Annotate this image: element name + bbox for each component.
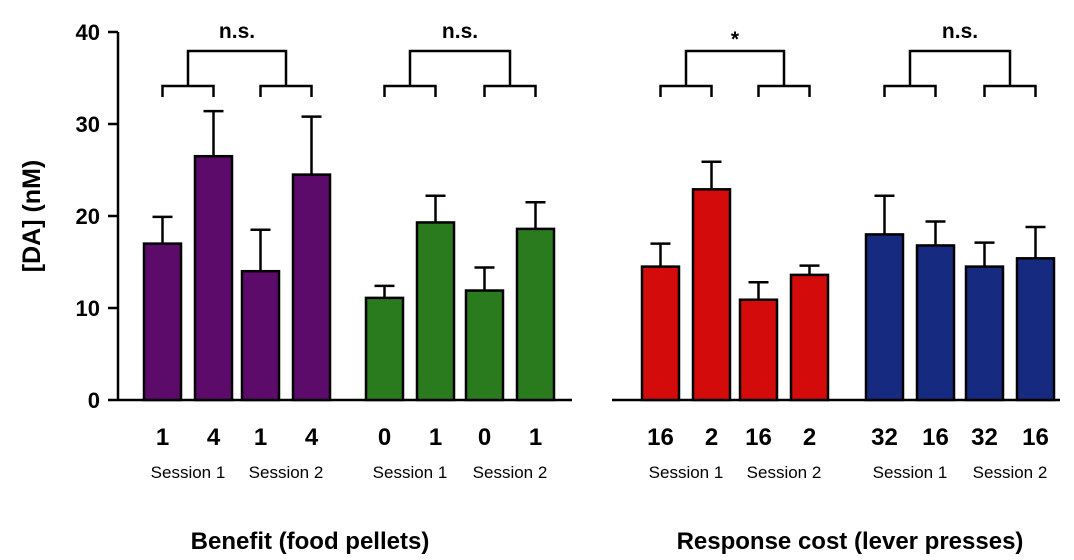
session-label: Session 1 [151,463,226,482]
x-tick-label: 0 [378,424,391,451]
significance-bracket [186,49,288,86]
session-label: Session 2 [473,463,548,482]
x-tick-label: 2 [705,424,718,451]
bar [691,188,732,402]
significance-label: n.s. [219,20,255,43]
panel-2-x-axis-label: Response cost (lever presses) [677,528,1024,555]
group-bracket [161,84,215,97]
significance-bracket [684,49,786,86]
bar [193,154,234,402]
bar [240,269,281,402]
session-label: Session 2 [973,463,1048,482]
bar [789,273,830,402]
bar [1015,257,1056,402]
bar [291,173,332,402]
x-tick-label: 4 [207,424,221,451]
x-tick-label: 16 [745,424,772,451]
bar [142,242,183,402]
x-tick-label: 1 [529,424,542,451]
x-tick-label: 1 [254,424,267,451]
session-label: Session 2 [747,463,822,482]
group-bracket [659,84,713,97]
x-tick-label: 0 [478,424,491,451]
x-tick-label: 16 [647,424,674,451]
x-tick-label: 16 [922,424,949,451]
bar [464,289,505,402]
significance-label: * [731,28,740,51]
bar [738,298,779,402]
x-tick-label: 1 [156,424,169,451]
group-bracket [757,84,811,97]
bar [415,221,456,402]
group-bracket [483,84,537,97]
y-tick-label: 30 [76,112,100,137]
session-label: Session 1 [373,463,448,482]
group-bracket [383,84,437,97]
x-tick-label: 4 [305,424,319,451]
y-tick-label: 20 [76,204,100,229]
group-bracket [983,84,1037,97]
x-tick-label: 1 [429,424,442,451]
x-tick-label: 32 [971,424,998,451]
session-label: Session 1 [649,463,724,482]
bar [864,233,905,402]
y-axis-label: [DA] (nM) [18,160,46,272]
significance-bracket [908,49,1012,86]
panel-1-x-axis-label: Benefit (food pellets) [191,528,430,555]
y-tick-label: 10 [76,296,100,321]
session-label: Session 1 [873,463,948,482]
bar [640,265,681,402]
bar [364,296,405,402]
bar [964,265,1005,402]
x-tick-label: 2 [803,424,816,451]
significance-label: n.s. [442,20,478,43]
y-tick-label: 0 [88,388,100,413]
significance-bracket [408,49,512,86]
y-tick-label: 40 [76,20,100,45]
x-tick-label: 32 [871,424,898,451]
session-label: Session 2 [249,463,324,482]
significance-label: n.s. [942,20,978,43]
x-tick-label: 16 [1022,424,1049,451]
bar [915,244,956,402]
bar [515,227,556,402]
group-bracket [883,84,937,97]
group-bracket [259,84,313,97]
